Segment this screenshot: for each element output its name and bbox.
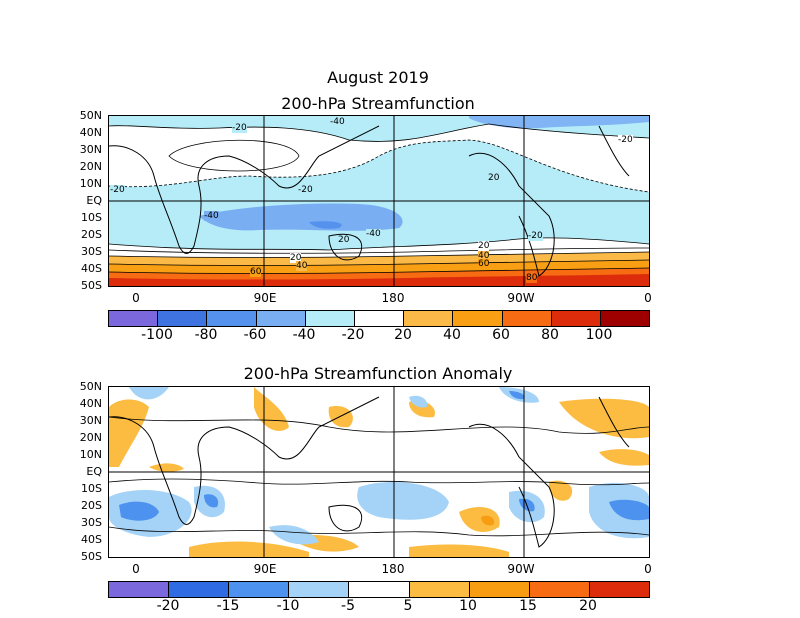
colorbar-swatch: [349, 582, 410, 597]
panel2-colorbar: [108, 581, 650, 598]
contour-label: 60: [250, 267, 262, 277]
colorbar-label: -10: [276, 598, 300, 614]
colorbar-label: 5: [403, 598, 413, 614]
lon-label: 0: [132, 291, 140, 305]
lat-label: 30N: [79, 414, 102, 427]
colorbar-swatch: [409, 582, 470, 597]
colorbar-label: 100: [585, 327, 613, 343]
colorbar-swatch: [589, 582, 649, 597]
colorbar-swatch: [453, 311, 503, 326]
date-title: August 2019: [327, 68, 429, 87]
colorbar-swatch: [502, 311, 552, 326]
contour-label: 20: [478, 241, 490, 251]
lat-label: 20N: [79, 160, 102, 173]
lat-label: 20N: [79, 431, 102, 444]
lon-label: 90E: [253, 291, 277, 305]
lat-label: 10S: [81, 482, 102, 495]
lon-label: 0: [644, 562, 652, 576]
colorbar-label: 60: [492, 327, 510, 343]
contour-label: -40: [330, 117, 345, 127]
contour-label: 80: [526, 273, 538, 283]
colorbar-swatch: [289, 582, 350, 597]
contour-label: 60: [478, 259, 490, 269]
colorbar-label: 40: [443, 327, 461, 343]
colorbar-label: -60: [243, 327, 267, 343]
panel2-title: 200-hPa Streamfunction Anomaly: [243, 364, 513, 383]
colorbar-label: -5: [341, 598, 355, 614]
lat-label: 10N: [79, 177, 102, 190]
colorbar-swatch: [169, 582, 230, 597]
contour-label: -20: [298, 185, 313, 195]
lat-label: 50S: [81, 279, 102, 292]
lon-label: 90E: [253, 562, 277, 576]
lat-label: 40S: [81, 533, 102, 546]
lat-label: 50S: [81, 550, 102, 563]
colorbar-label: 20: [579, 598, 597, 614]
colorbar-swatch: [354, 311, 405, 326]
colorbar-swatch: [305, 311, 355, 326]
lat-label: 30S: [81, 516, 102, 529]
panel1-colorbar: [108, 310, 650, 327]
lat-label: 30N: [79, 143, 102, 156]
colorbar-label: -20: [156, 598, 180, 614]
lat-label: 30S: [81, 245, 102, 258]
colorbar-swatch: [256, 311, 306, 326]
colorbar-swatch: [551, 311, 601, 326]
colorbar-label: 80: [541, 327, 559, 343]
contour-label: 20: [290, 253, 302, 263]
colorbar-swatch: [600, 311, 650, 326]
lat-label: 20S: [81, 499, 102, 512]
colorbar-swatch: [469, 582, 530, 597]
streamfunction-map: [108, 115, 650, 287]
contour-label: -40: [366, 229, 381, 239]
colorbar-swatch: [109, 582, 170, 597]
colorbar-swatch: [109, 311, 159, 326]
lon-label: 180: [381, 562, 405, 576]
lat-label: 50N: [79, 380, 102, 393]
colorbar-label: -15: [216, 598, 240, 614]
colorbar-label: -80: [194, 327, 218, 343]
lon-label: 0: [644, 291, 652, 305]
contour-label: -20: [232, 123, 247, 133]
panel1-title: 200-hPa Streamfunction: [281, 94, 475, 113]
colorbar-swatch: [207, 311, 257, 326]
contour-label: 40: [296, 261, 308, 271]
colorbar-label: 15: [519, 598, 537, 614]
lon-label: 180: [381, 291, 405, 305]
colorbar-swatch: [529, 582, 590, 597]
lon-label: 90W: [507, 291, 535, 305]
streamfunction-anomaly-map: [108, 386, 650, 558]
colorbar-swatch: [158, 311, 208, 326]
colorbar-swatch: [229, 582, 290, 597]
colorbar-label: -40: [292, 327, 316, 343]
lat-label: EQ: [86, 465, 102, 478]
lon-label: 0: [132, 562, 140, 576]
lat-label: 40S: [81, 262, 102, 275]
lat-label: 20S: [81, 228, 102, 241]
contour-label: 20: [488, 173, 500, 183]
lat-label: 40N: [79, 397, 102, 410]
colorbar-swatch: [404, 311, 454, 326]
lat-label: 40N: [79, 126, 102, 139]
colorbar-label: 10: [459, 598, 477, 614]
colorbar-label: -20: [341, 327, 365, 343]
lon-label: 90W: [507, 562, 535, 576]
lat-label: 10S: [81, 211, 102, 224]
lat-label: 50N: [79, 109, 102, 122]
contour-label: 40: [478, 251, 490, 261]
contour-label: -40: [204, 211, 219, 221]
colorbar-label: -100: [141, 327, 173, 343]
contour-label: -20: [528, 231, 543, 241]
contour-label: -20: [110, 185, 125, 195]
contour-label: -20: [618, 135, 633, 145]
lat-label: EQ: [86, 194, 102, 207]
colorbar-label: 20: [394, 327, 412, 343]
lat-label: 10N: [79, 448, 102, 461]
contour-label: 20: [338, 235, 350, 245]
panel1-contour-labels: -40 -20 -20 -20 20 -20 -40 -40 20 -20 20…: [108, 115, 648, 285]
